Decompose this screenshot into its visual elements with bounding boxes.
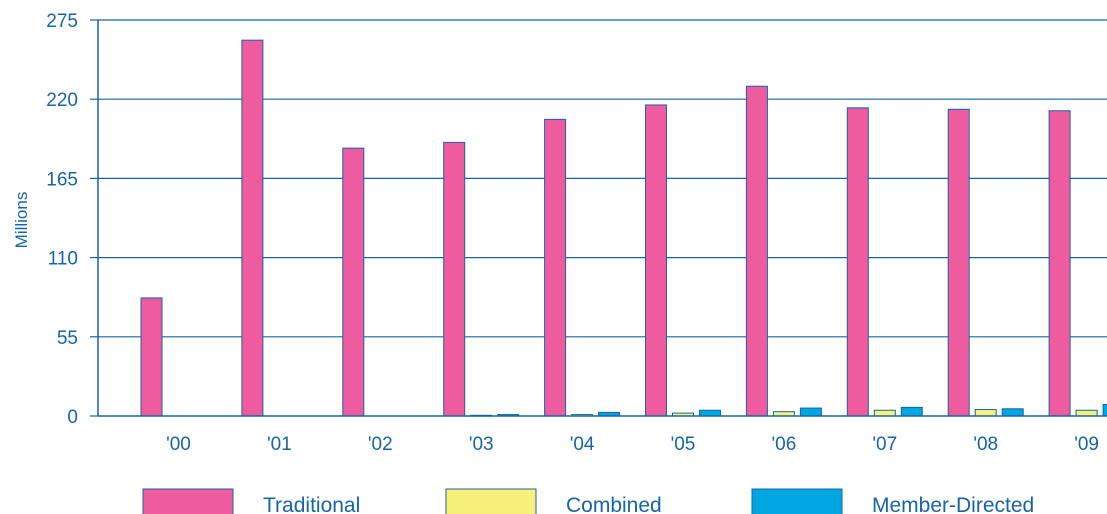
bar-traditional <box>846 107 869 417</box>
bar-member-directed <box>799 407 822 417</box>
x-tick-label: '00 <box>166 434 191 455</box>
legend-label: Traditional <box>263 494 360 514</box>
y-axis-label: Millions <box>12 192 31 249</box>
bar-traditional <box>342 147 365 417</box>
y-tick-label: 55 <box>57 328 78 349</box>
bar-traditional <box>745 85 768 417</box>
legend-swatch <box>751 488 843 514</box>
bar-combined <box>1075 409 1098 417</box>
legend-label: Member-Directed <box>872 494 1034 514</box>
bar-traditional <box>947 108 970 417</box>
x-tick-label: '02 <box>368 434 393 455</box>
bars <box>140 39 1107 417</box>
y-tick-label: 0 <box>67 407 78 428</box>
bar-combined <box>873 409 896 417</box>
bar-traditional <box>443 141 466 417</box>
y-tick-label: 165 <box>46 169 78 190</box>
bar-traditional <box>1048 110 1071 417</box>
bar-member-directed <box>900 406 923 417</box>
bar-member-directed <box>699 409 721 417</box>
x-axis-ticks: '00 '01 '02 '03 '04 '05 '06 '07 '08 '09 <box>166 434 1099 455</box>
x-tick-label: '03 <box>469 434 494 455</box>
legend: Traditional Combined Member-Directed <box>142 488 1034 514</box>
bar-traditional <box>241 39 264 417</box>
y-axis-ticks: 0 55 110 165 220 275 <box>46 11 98 428</box>
y-tick-label: 275 <box>46 11 78 32</box>
x-tick-label: '07 <box>872 434 897 455</box>
axes <box>97 20 1107 417</box>
legend-swatch <box>445 488 537 514</box>
x-tick-label: '08 <box>973 434 998 455</box>
bar-traditional <box>544 118 567 417</box>
bar-member-directed <box>1001 408 1024 417</box>
legend-label: Combined <box>566 494 662 514</box>
legend-swatch <box>142 488 234 514</box>
bar-combined <box>974 409 997 417</box>
y-tick-label: 220 <box>46 90 78 111</box>
x-tick-label: '04 <box>570 434 595 455</box>
x-tick-label: '05 <box>671 434 696 455</box>
y-tick-label: 110 <box>48 249 78 270</box>
x-tick-label: '06 <box>772 434 797 455</box>
gridlines <box>98 19 1107 338</box>
bar-traditional <box>645 104 667 417</box>
x-tick-label: '09 <box>1074 434 1099 455</box>
bar-traditional <box>140 297 163 417</box>
x-tick-label: '01 <box>267 434 292 455</box>
bar-member-directed <box>1102 403 1107 417</box>
